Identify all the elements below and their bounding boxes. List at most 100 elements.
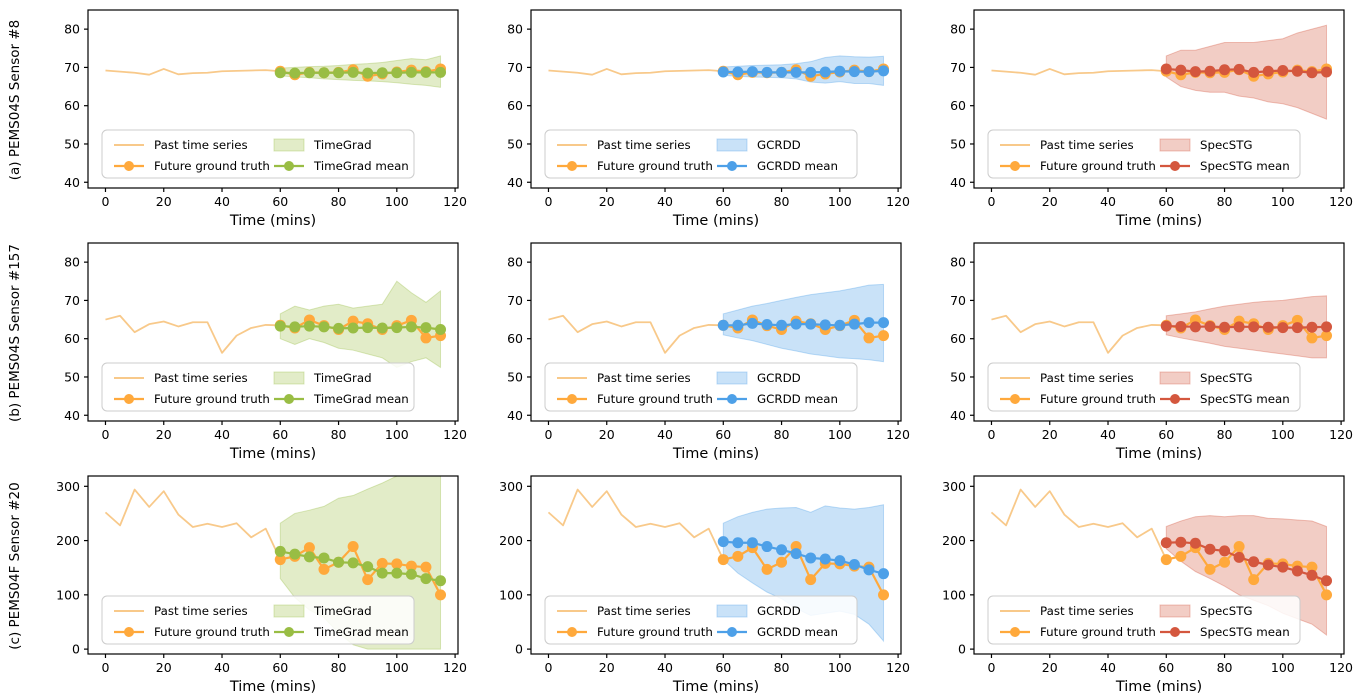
x-axis-label: Time (mins) (672, 213, 759, 229)
plot-frame (530, 9, 902, 189)
model-mean-series (1160, 320, 1333, 334)
legend: Past time series Future ground truth SpecS… (987, 362, 1301, 412)
svg-text:100: 100 (1271, 660, 1295, 675)
y-axis-ticks: 40 50 60 70 80 (950, 22, 974, 190)
svg-text:0: 0 (102, 427, 110, 442)
svg-text:100: 100 (828, 427, 852, 442)
chart-svg-specstg: 0 20 40 60 80 100 120 0 100 200 300 Time (mins) Past… (942, 475, 1353, 695)
svg-text:120: 120 (443, 194, 467, 209)
svg-text:70: 70 (950, 60, 966, 75)
past-series-line (991, 68, 1167, 76)
svg-text:20: 20 (599, 427, 615, 442)
svg-text:120: 120 (886, 427, 910, 442)
chart-svg-gcrdd: 0 20 40 60 80 100 120 0 100 200 300 Time (mins) Past… (499, 475, 910, 695)
x-axis-label: Time (mins) (1115, 213, 1202, 229)
legend: Past time series Future ground truth GCRDD… (544, 362, 858, 412)
svg-text:80: 80 (64, 255, 80, 270)
x-axis-ticks: 0 20 40 60 80 100 120 (988, 421, 1353, 442)
svg-text:60: 60 (715, 194, 731, 209)
chart-svg-gcrdd: 0 20 40 60 80 100 120 40 50 60 70 80 Time (mins) Past… (507, 242, 910, 462)
chart-svg-timegrad: 0 20 40 60 80 100 120 0 100 200 300 Time (mins) Past… (56, 475, 467, 695)
uncertainty-band (279, 55, 442, 88)
y-axis-ticks: 0 100 200 300 (499, 479, 531, 657)
svg-text:300: 300 (942, 479, 966, 494)
svg-text:0: 0 (102, 660, 110, 675)
svg-text:80: 80 (331, 427, 347, 442)
svg-text:40: 40 (64, 175, 80, 190)
svg-text:20: 20 (156, 427, 172, 442)
chart-svg-specstg: 0 20 40 60 80 100 120 40 50 60 70 80 Time (mins) Past… (950, 9, 1353, 229)
svg-text:70: 70 (507, 293, 523, 308)
chart-svg-timegrad: 0 20 40 60 80 100 120 40 50 60 70 80 Time (mins) Past… (64, 9, 467, 229)
plot-frame (87, 9, 459, 189)
svg-text:GCRDD mean: GCRDD mean (757, 392, 838, 406)
svg-text:120: 120 (1329, 660, 1353, 675)
svg-text:Future ground truth: Future ground truth (1040, 159, 1156, 173)
svg-text:40: 40 (950, 408, 966, 423)
row-label-c-text: (c) PEMS04F Sensor #20 (7, 482, 23, 650)
svg-text:Past time series: Past time series (1040, 371, 1134, 385)
svg-text:SpecSTG mean: SpecSTG mean (1200, 159, 1290, 173)
svg-text:TimeGrad: TimeGrad (313, 371, 372, 385)
svg-text:300: 300 (499, 479, 523, 494)
svg-text:Past time series: Past time series (597, 604, 691, 618)
x-axis-label: Time (mins) (229, 213, 316, 229)
svg-text:300: 300 (56, 479, 80, 494)
svg-text:40: 40 (507, 408, 523, 423)
figure-row-a: (a) PEMS04S Sensor #8 0 20 40 60 80 100 120 40 5… (0, 0, 1360, 233)
svg-text:80: 80 (774, 660, 790, 675)
model-mean-series (717, 536, 890, 580)
x-axis-label: Time (mins) (229, 679, 316, 695)
svg-text:60: 60 (64, 331, 80, 346)
svg-text:120: 120 (886, 194, 910, 209)
svg-text:50: 50 (950, 136, 966, 151)
svg-text:20: 20 (156, 660, 172, 675)
past-series-line (105, 68, 281, 76)
plot-frame (87, 242, 459, 422)
svg-text:120: 120 (886, 660, 910, 675)
svg-text:60: 60 (507, 331, 523, 346)
chart-c-timegrad: 0 20 40 60 80 100 120 0 100 200 300 Time (mins) Past… (30, 466, 473, 699)
x-axis-ticks: 0 20 40 60 80 100 120 (102, 421, 467, 442)
figure-row-b: (b) PEMS04S Sensor #157 0 20 40 60 80 100 120 4… (0, 233, 1360, 466)
svg-text:40: 40 (214, 194, 230, 209)
chart-b-timegrad: 0 20 40 60 80 100 120 40 50 60 70 80 Time (mins) Past… (30, 233, 473, 466)
model-mean-series (274, 545, 447, 587)
svg-text:100: 100 (499, 587, 523, 602)
svg-text:TimeGrad: TimeGrad (313, 604, 372, 618)
y-axis-ticks: 40 50 60 70 80 (64, 22, 88, 190)
row-label-a-text: (a) PEMS04S Sensor #8 (7, 19, 23, 181)
svg-text:20: 20 (599, 660, 615, 675)
legend: Past time series Future ground truth SpecS… (987, 595, 1301, 645)
svg-text:40: 40 (1100, 194, 1116, 209)
x-axis-ticks: 0 20 40 60 80 100 120 (988, 654, 1353, 675)
svg-text:50: 50 (64, 369, 80, 384)
past-series-line (104, 488, 282, 560)
svg-text:0: 0 (988, 427, 996, 442)
svg-text:100: 100 (1271, 194, 1295, 209)
svg-text:0: 0 (958, 642, 966, 657)
svg-text:SpecSTG mean: SpecSTG mean (1200, 625, 1290, 639)
x-axis-ticks: 0 20 40 60 80 100 120 (545, 421, 910, 442)
svg-text:TimeGrad: TimeGrad (313, 138, 372, 152)
x-axis-ticks: 0 20 40 60 80 100 120 (102, 188, 467, 209)
legend: Past time series Future ground truth TimeG… (101, 362, 415, 412)
svg-text:GCRDD: GCRDD (757, 138, 801, 152)
svg-text:Future ground truth: Future ground truth (1040, 392, 1156, 406)
x-axis-ticks: 0 20 40 60 80 100 120 (545, 188, 910, 209)
plot-frame (530, 242, 902, 422)
svg-text:Past time series: Past time series (597, 138, 691, 152)
svg-text:60: 60 (950, 331, 966, 346)
svg-text:Future ground truth: Future ground truth (597, 392, 713, 406)
svg-text:70: 70 (950, 293, 966, 308)
y-axis-ticks: 40 50 60 70 80 (950, 255, 974, 423)
svg-text:80: 80 (331, 660, 347, 675)
legend: Past time series Future ground truth TimeG… (101, 595, 415, 645)
svg-text:70: 70 (64, 60, 80, 75)
svg-text:100: 100 (385, 194, 409, 209)
svg-text:0: 0 (545, 427, 553, 442)
svg-text:0: 0 (988, 194, 996, 209)
svg-text:80: 80 (774, 427, 790, 442)
svg-text:20: 20 (1042, 194, 1058, 209)
